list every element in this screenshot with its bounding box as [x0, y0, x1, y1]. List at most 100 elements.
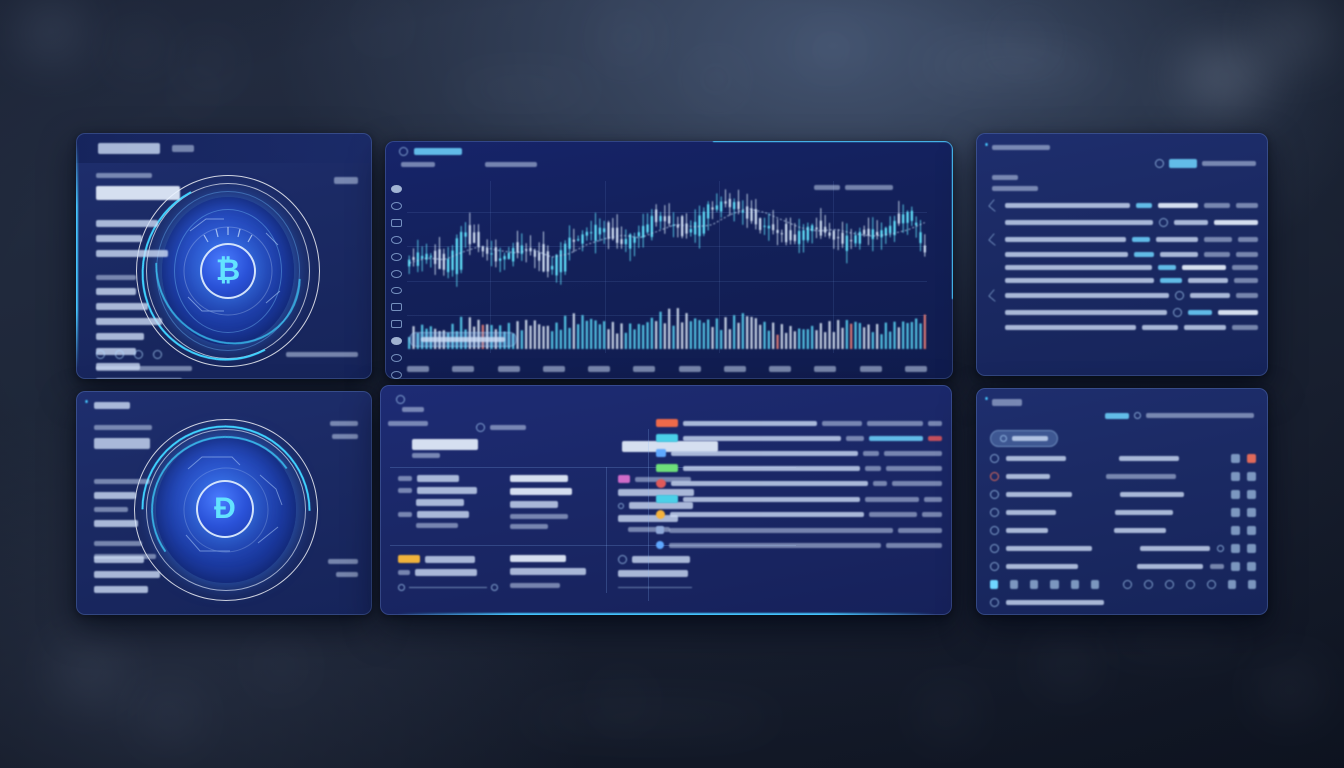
list-item[interactable]: Chainlink 2% — [656, 510, 942, 519]
portfolio-card[interactable]: $48,210 $12,640 Locked 30d Staked Assets… — [510, 475, 602, 529]
eye-icon[interactable] — [1143, 580, 1153, 589]
settings-row[interactable]: Connected Wallets Ledger · MetaMask — [990, 544, 1256, 553]
panel-settings[interactable]: Settings Synced · All changes saved Gene… — [976, 388, 1268, 615]
settings-row[interactable]: Security Two-factor on — [990, 472, 1256, 481]
list-item[interactable]: Solana 12% — [656, 449, 942, 457]
portfolio-card[interactable]: Allocation Diversified — [618, 555, 728, 588]
table-row[interactable]: Liquidity pool deposit 0xb5 820 DAI 0.00… — [990, 265, 1258, 270]
drawing-icon[interactable] — [390, 303, 402, 312]
settings-row[interactable]: Time Zone UTC +00:00 — [990, 508, 1256, 517]
table-row[interactable]: Cross-chain bridge lock 0xa2 2.05 SOL 52… — [990, 325, 1258, 330]
share-icon[interactable] — [1185, 580, 1195, 589]
table-row[interactable]: Node sync checkpoint — 33m — [988, 289, 1258, 302]
panel-token-emblem[interactable]: Network Ð Hashrate 684 TH/s Validators — [76, 391, 372, 615]
alert-icon[interactable] — [134, 350, 143, 359]
chart-icon[interactable] — [115, 350, 124, 359]
card-slider[interactable] — [398, 584, 498, 591]
list-item[interactable]: Polkadot 6% — [656, 479, 942, 488]
chart-toolbar[interactable] — [385, 177, 407, 379]
portfolio-card-grid[interactable]: Holdings +3.2% today Crypto Allocation B… — [390, 437, 796, 593]
stepper-control[interactable] — [1231, 544, 1240, 553]
settings-row[interactable]: API Keys 3 active keys — [990, 526, 1256, 535]
cursor-icon[interactable] — [390, 185, 402, 193]
slider-end-icon[interactable] — [491, 584, 498, 591]
bookmark-icon[interactable] — [1164, 580, 1174, 589]
settings-row[interactable]: Language English — [990, 454, 1256, 463]
ruler-icon[interactable] — [390, 218, 402, 227]
panel-transactions[interactable]: Recent Activity All Networks Ledger Conf… — [976, 133, 1268, 376]
portfolio-tab[interactable]: Overview — [476, 423, 526, 432]
display-icon[interactable] — [1050, 580, 1059, 589]
target-icon[interactable] — [390, 269, 402, 278]
portfolio-card[interactable]: $842.10 6 assets Allocation — [510, 555, 602, 588]
settings-row[interactable]: About & Version — [990, 598, 1256, 607]
allocation-value: 2% — [869, 512, 917, 517]
settings-row[interactable]: Alerts & Notices Customized — [990, 490, 1256, 499]
link-icon[interactable] — [1217, 545, 1224, 552]
switch-control[interactable] — [1247, 526, 1256, 535]
card-divider-h — [390, 545, 796, 546]
panel1-footer-icons[interactable]: Node Status — [96, 350, 358, 359]
grid-icon[interactable] — [1010, 580, 1019, 589]
panel-portfolio[interactable]: Portfolio Balance Overview Holdings +3.2… — [380, 385, 952, 615]
table-row[interactable]: Mining payout batch 0x6f 0.310 BTC — [990, 308, 1258, 317]
list-item[interactable]: Others 1% — [656, 526, 942, 534]
list-item[interactable]: Avalanche 3% — [656, 495, 942, 503]
switch-control[interactable] — [1247, 544, 1256, 553]
switch-control[interactable] — [1247, 562, 1256, 571]
switch-control[interactable] — [1247, 580, 1256, 589]
list-item[interactable]: Cardano 9% — [656, 464, 942, 472]
more-icon[interactable] — [1090, 580, 1099, 589]
filter-icon[interactable] — [1155, 159, 1164, 168]
slider-start-icon[interactable] — [398, 584, 405, 591]
trash-icon[interactable] — [1206, 580, 1216, 589]
allocation-list[interactable]: Bitcoin 41% Ethereum 27% Solana 12% Ca — [656, 419, 942, 603]
stepper-control[interactable] — [1227, 580, 1236, 589]
settings-icon[interactable] — [153, 350, 162, 359]
settings-active-tab[interactable]: General — [990, 430, 1058, 447]
tx-row-list[interactable]: Block validation confirmed 0x4f 0.58 BTC… — [988, 199, 1258, 366]
tx-filter-row[interactable]: All Networks — [1155, 159, 1256, 168]
refresh-icon[interactable] — [390, 235, 402, 244]
panel-price-chart[interactable]: BTC/USD 1D Period: 12 Months — [385, 141, 953, 379]
settings-list[interactable]: Language English Security Two-factor on … — [990, 454, 1256, 607]
settings-row[interactable]: Data & Privacy Standard mode — [990, 562, 1256, 571]
stepper-control[interactable] — [1231, 490, 1240, 499]
clock-icon[interactable] — [390, 201, 402, 210]
appearance-icon[interactable] — [990, 580, 999, 589]
wallet-icon[interactable] — [96, 350, 105, 359]
table-row[interactable]: Exchange swap executed 0x2c 1,240 USDT 0… — [988, 233, 1258, 246]
eye-icon[interactable] — [390, 354, 402, 363]
indicator-icon[interactable] — [390, 286, 402, 295]
panel-asset-overview[interactable]: Quantum Beta — [76, 133, 372, 379]
sound-icon[interactable] — [1030, 580, 1039, 589]
chart-plot-area[interactable]: Moving Average Indicators enabled — [407, 181, 927, 353]
magnet-icon[interactable] — [390, 320, 402, 329]
layers-icon[interactable] — [390, 252, 402, 261]
list-item[interactable] — [656, 541, 942, 549]
table-row[interactable]: Smart contract call 0x3d 0.00 ETH 27m — [990, 278, 1258, 283]
stepper-control[interactable] — [1231, 454, 1240, 463]
settings-icon[interactable] — [390, 371, 402, 379]
portfolio-card[interactable]: Balance $48,210 +3.2% today Available Se… — [398, 475, 494, 528]
list-item[interactable]: Ethereum 27% — [656, 434, 942, 442]
lock-icon[interactable] — [390, 337, 402, 346]
switch-control[interactable] — [1247, 508, 1256, 517]
remove-control[interactable] — [1247, 454, 1256, 463]
network-icon[interactable] — [1070, 580, 1079, 589]
profile-icon[interactable] — [1122, 580, 1132, 589]
stepper-control[interactable] — [1231, 508, 1240, 517]
table-row[interactable]: Cold wallet transfer out 0x91 0.042 BTC … — [990, 252, 1258, 257]
chart-indicator-pill[interactable]: Indicators enabled — [409, 332, 517, 347]
stepper-control[interactable] — [1231, 562, 1240, 571]
stepper-control[interactable] — [1231, 526, 1240, 535]
switch-control[interactable] — [1247, 472, 1256, 481]
switch-control[interactable] — [1247, 490, 1256, 499]
network-chip[interactable] — [1169, 159, 1197, 168]
settings-icon-strip[interactable] — [990, 580, 1256, 589]
portfolio-card[interactable]: Pending 2 transfers — [398, 555, 498, 591]
stepper-control[interactable] — [1231, 472, 1240, 481]
table-row[interactable]: Staking rewards credited 0x7a 4.182 ETH — [990, 218, 1258, 227]
list-item[interactable]: Bitcoin 41% — [656, 419, 942, 427]
table-row[interactable]: Block validation confirmed 0x4f 0.58 BTC… — [988, 199, 1258, 212]
